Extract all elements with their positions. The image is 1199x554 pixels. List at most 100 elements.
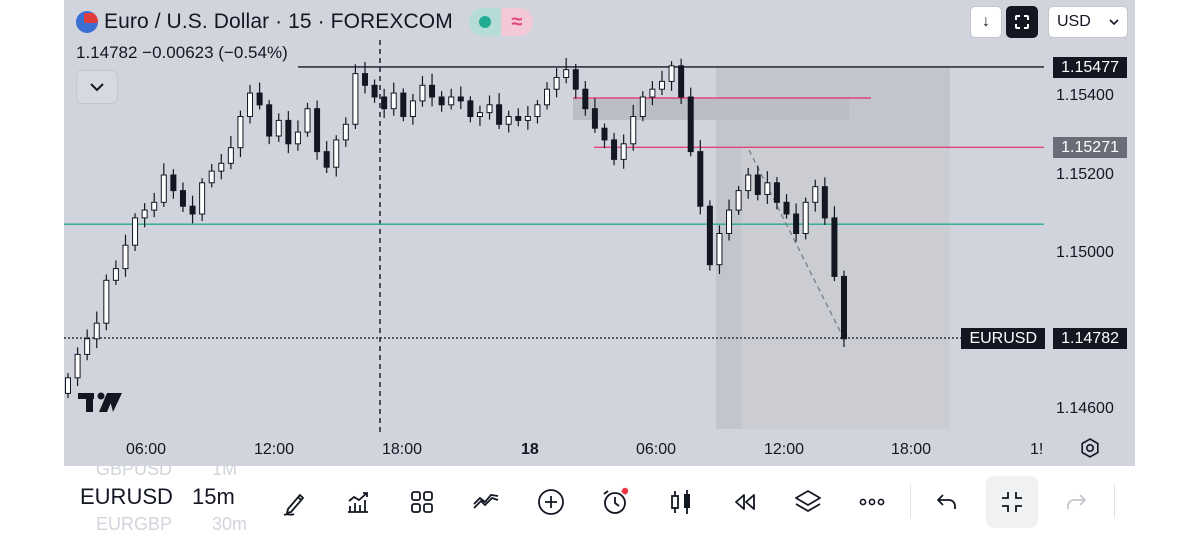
current-symbol[interactable]: EURUSD <box>80 484 173 509</box>
alarm-icon <box>603 487 629 514</box>
currency-select[interactable]: USD <box>1048 6 1128 38</box>
auto-scale-icon <box>1015 15 1029 29</box>
candle-body <box>601 127 608 141</box>
market-status-pill[interactable]: ≈ <box>468 8 533 36</box>
current-timeframe[interactable]: 15m <box>192 484 235 509</box>
layouts-button[interactable] <box>396 476 448 528</box>
time-label: 12:00 <box>254 441 295 458</box>
indicators-button[interactable] <box>332 476 384 528</box>
chevron-down-icon <box>90 83 104 92</box>
indicators-icon <box>348 492 368 513</box>
candle-body <box>93 322 100 340</box>
undo-button[interactable] <box>921 476 973 528</box>
trend-icon <box>473 494 499 509</box>
supply-zone <box>573 98 849 120</box>
candle-body <box>563 69 570 78</box>
wave-icon: ≈ <box>500 8 533 36</box>
auto-scale-button[interactable] <box>1006 6 1038 38</box>
candle-body <box>821 186 828 219</box>
candles-icon <box>671 490 690 514</box>
time-label: 12:00 <box>764 441 805 458</box>
toolbar-divider <box>1114 484 1115 518</box>
candle-body <box>591 108 598 129</box>
more-button[interactable] <box>846 476 898 528</box>
candle-body <box>400 92 407 117</box>
candle-body <box>639 96 646 117</box>
next-symbol: EURGBP <box>96 514 173 534</box>
time-label: 1! <box>1030 441 1044 458</box>
redo-button[interactable] <box>1050 476 1102 528</box>
projection-line <box>748 149 843 336</box>
chart-settings-button[interactable] <box>1078 436 1102 460</box>
undo-icon <box>937 494 956 509</box>
pen-icon <box>283 494 304 516</box>
add-button[interactable] <box>525 476 577 528</box>
replay-button[interactable] <box>718 476 770 528</box>
toolbar-divider <box>910 484 911 518</box>
candle-body <box>256 92 263 106</box>
bottom-toolbar: GBPUSD 1M EURUSD 15m EURGBP 30m <box>64 459 1135 554</box>
candle-body <box>668 65 675 82</box>
currency-value: USD <box>1057 13 1091 30</box>
candle-body <box>735 190 742 211</box>
arrow-down-icon: ↓ <box>982 13 990 30</box>
chevron-down-icon <box>1109 18 1119 25</box>
chart-canvas[interactable] <box>64 0 1135 466</box>
candle-body <box>812 186 819 203</box>
tradingview-logo <box>78 388 122 422</box>
candle-body <box>275 119 282 137</box>
candle-body <box>208 170 215 184</box>
symbol-header[interactable]: Euro / U.S. Dollar · 15 · FOREXCOM ≈ <box>76 8 533 36</box>
grid-icon <box>411 491 433 513</box>
last-price-tag: 1.14782 <box>1053 328 1127 349</box>
chart-panel[interactable]: Euro / U.S. Dollar · 15 · FOREXCOM ≈ 1.1… <box>64 0 1135 466</box>
price-label: 1.15000 <box>1056 244 1114 261</box>
candle-body <box>314 108 321 153</box>
symbol-switcher[interactable]: GBPUSD 1M EURUSD 15m EURGBP 30m <box>80 459 260 534</box>
tradingview-logo-icon <box>78 392 122 412</box>
candle-body <box>361 73 368 86</box>
chart-type-button[interactable] <box>655 476 707 528</box>
candle-body <box>572 69 579 90</box>
candle-body <box>409 100 416 118</box>
candle-body <box>189 205 196 215</box>
candle-body <box>515 116 522 121</box>
symbol-title[interactable]: Euro / U.S. Dollar · 15 · FOREXCOM <box>104 10 453 33</box>
candle-body <box>841 275 847 340</box>
candle-body <box>706 205 713 266</box>
candle-body <box>112 268 119 281</box>
eurusd-flag-icon <box>76 11 98 33</box>
fullscreen-exit-button[interactable] <box>986 476 1038 528</box>
candle-body <box>831 217 838 277</box>
candle-body <box>342 123 349 141</box>
compare-button[interactable] <box>460 476 512 528</box>
candle-body <box>218 162 225 172</box>
candle-body <box>448 96 455 106</box>
candle-body <box>620 143 627 160</box>
candle-body <box>237 116 244 149</box>
level-price-tag: 1.15477 <box>1053 57 1127 78</box>
candle-body <box>658 80 665 90</box>
candle-body <box>457 96 464 102</box>
candle-body <box>419 84 426 102</box>
candle-body <box>381 96 388 110</box>
layers-icon <box>795 490 821 512</box>
candle-body <box>323 151 330 168</box>
drawing-tools-button[interactable] <box>269 476 321 528</box>
legend-collapse-button[interactable] <box>76 70 118 104</box>
candle-body <box>467 100 474 118</box>
candle-body <box>476 112 483 117</box>
scroll-down-button[interactable]: ↓ <box>970 6 1002 38</box>
candle-body <box>390 92 397 110</box>
alerts-button[interactable] <box>589 476 641 528</box>
candle-body <box>687 96 694 153</box>
candle-body <box>103 279 110 324</box>
candle-body <box>716 233 723 266</box>
market-open-dot-icon <box>468 8 501 36</box>
candle-body <box>170 174 177 192</box>
candle-body <box>486 104 493 114</box>
candle-body <box>773 182 780 203</box>
time-label: 18:00 <box>382 441 423 458</box>
object-tree-button[interactable] <box>782 476 834 528</box>
candle-body <box>726 209 733 235</box>
